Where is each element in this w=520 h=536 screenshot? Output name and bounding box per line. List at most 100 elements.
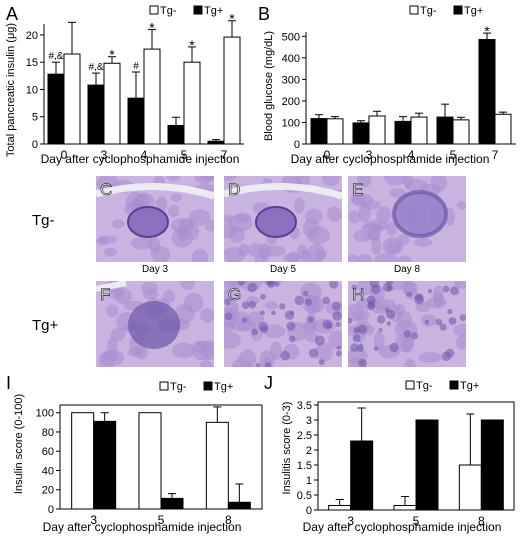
y-tick-label-J: 0 [306, 505, 312, 517]
chart-I: 0 20 40 60 80 100 3 5 8 Tg- Tg+ [36, 381, 263, 527]
infiltrate-cell [386, 321, 391, 326]
acinus [171, 228, 194, 248]
x-tick-label-I: 5 [158, 513, 165, 527]
infiltrate-cell [241, 317, 248, 323]
y-tick-label-A: 0 [32, 139, 38, 151]
y-tick-label-B: 500 [282, 31, 300, 43]
acinus [224, 331, 241, 349]
acinus [397, 255, 413, 262]
annotation-B: * [484, 23, 490, 39]
acinus [454, 281, 466, 289]
infiltrate-cell [265, 281, 276, 287]
y-tick-label-B: 300 [282, 74, 300, 86]
infiltrate-cell [439, 323, 447, 331]
bar-Tgneg-B [410, 116, 428, 145]
y-tick-label-I: 40 [42, 465, 54, 477]
histology-panel-D: D Day 5 [224, 176, 342, 275]
legend-label-J: Tg- [416, 380, 433, 392]
acinus [357, 281, 374, 296]
acinus [286, 251, 300, 262]
bar-Tgneg-A [183, 61, 201, 145]
infiltrate-cell [385, 307, 390, 313]
infiltrate-cell [314, 335, 325, 346]
acinus [418, 352, 443, 363]
bar-Tgpos-A [47, 73, 65, 145]
histology-caption: Day 5 [270, 264, 297, 275]
acinus [366, 231, 381, 241]
bar-Tgpos-A [87, 84, 105, 145]
infiltrate-cell [335, 350, 342, 357]
acinus [404, 358, 416, 367]
bar-Tgneg-B [368, 115, 386, 145]
infiltrate-cell [370, 284, 381, 295]
acinus [180, 281, 196, 291]
chart-A: 0 5 10 15 20 0 3 4 5 7 #,& #,& # * * * * Tg- Tg+ [26, 5, 244, 162]
xlabel-B: Day after cyclophosphamide injection [291, 152, 490, 166]
infiltrate-cell [224, 298, 231, 306]
bar-Tgneg-I [71, 412, 95, 510]
infiltrate-cell [414, 294, 425, 305]
histology-letter: E [352, 180, 363, 199]
infiltrate-cell [442, 285, 450, 293]
acinus [200, 307, 214, 323]
chart-J: 0 0.5 1 1.5 2 2.5 3 3.5 3 5 8 Tg- Tg+ [297, 380, 515, 528]
infiltrate-cell [445, 348, 455, 358]
acinus [231, 358, 253, 367]
x-tick-label-B: 0 [324, 148, 331, 162]
y-tick-label-A: 10 [26, 84, 38, 96]
infiltrate-cell [224, 312, 233, 321]
infiltrate-cell [336, 345, 342, 350]
bar-Tgpos-B [394, 120, 412, 145]
x-tick-label-B: 3 [366, 148, 373, 162]
infiltrate-cell [403, 330, 411, 338]
histology-panel-C: C Day 3 [96, 176, 214, 275]
bar-Tgneg-A [143, 48, 161, 145]
y-tick-label-B: 400 [282, 53, 300, 65]
infiltrate-cell [350, 343, 359, 352]
infiltrate-cell [279, 303, 286, 310]
islet [394, 192, 446, 236]
infiltrate-cell [322, 296, 331, 305]
acinus [100, 349, 124, 367]
acinus [373, 331, 385, 350]
infiltrate-cell [406, 291, 413, 298]
ylabel-J: Insulitis score (0-3) [281, 402, 293, 495]
x-tick-label-I: 8 [225, 513, 232, 527]
acinus [353, 230, 372, 242]
bar-Tgneg-B [494, 113, 512, 145]
infiltrate-cell [326, 322, 333, 329]
histology-letter: H [352, 285, 364, 304]
y-tick-label-B: 100 [282, 117, 300, 129]
y-tick-label-J: 3.5 [297, 400, 312, 412]
infiltrate-cell [304, 298, 312, 306]
histology-letter: C [100, 180, 112, 199]
infiltrate-cell [389, 342, 399, 353]
acinus [402, 176, 414, 189]
acinus [166, 176, 181, 182]
y-tick-label-J: 1.5 [297, 460, 312, 472]
infiltrate-cell [367, 300, 375, 308]
histology-letter: F [100, 285, 110, 304]
infiltrate-cell [307, 316, 314, 323]
infiltrate-cell [358, 358, 367, 367]
infiltrate-cell [286, 321, 296, 331]
infiltrate-cell [259, 310, 265, 316]
infiltrate-cell [424, 319, 430, 325]
histology-letter: D [228, 180, 240, 199]
infiltrate-cell [335, 321, 341, 327]
histology-panel-F: F [96, 281, 214, 367]
acinus [108, 288, 124, 300]
acinus [237, 320, 257, 332]
infiltrate-cell [251, 328, 259, 336]
legend-swatch-J [405, 380, 415, 390]
infiltrate-cell [255, 362, 261, 367]
acinus [374, 253, 399, 262]
legend-swatch-I [159, 381, 169, 391]
acinus [432, 292, 445, 308]
acinus [224, 246, 246, 262]
acinus [107, 336, 118, 353]
infiltrate-cell [258, 321, 269, 332]
acinus [294, 197, 305, 214]
infiltrate-cell [459, 314, 466, 322]
acinus [270, 341, 283, 361]
